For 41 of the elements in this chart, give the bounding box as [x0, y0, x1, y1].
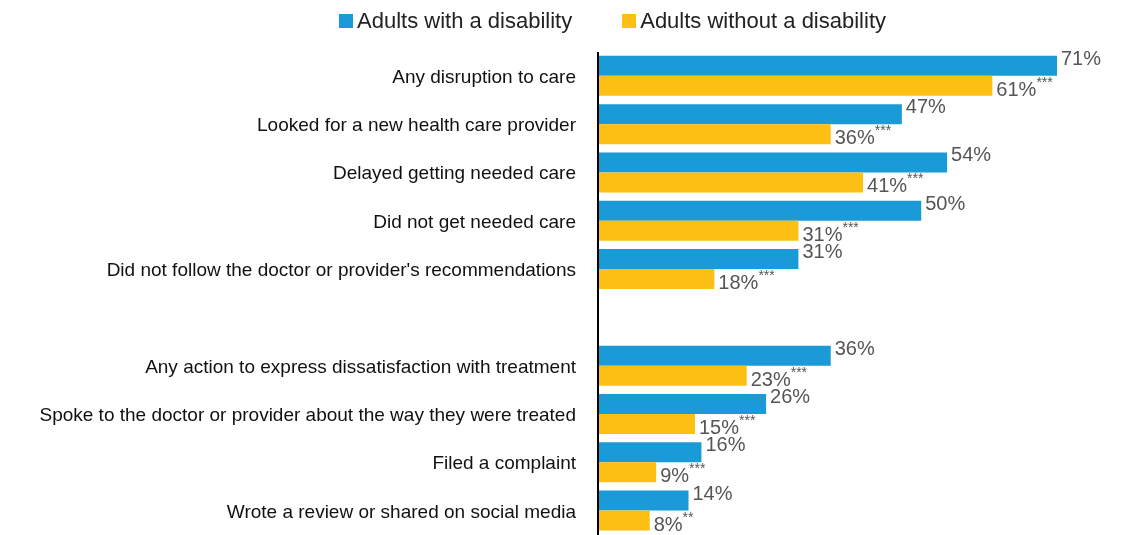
bar [598, 152, 948, 173]
y-tick-label: Delayed getting needed care [333, 162, 576, 184]
data-label: 41%$^{***}$ [867, 170, 924, 197]
bar [598, 55, 1057, 76]
bar [598, 365, 747, 386]
bar [598, 490, 689, 511]
legend-label: Adults with a disability [356, 8, 573, 34]
y-tick-label: Any disruption to care [392, 65, 576, 87]
bar [598, 269, 715, 290]
bar [598, 393, 767, 414]
legend-label: Adults without a disability [639, 8, 886, 34]
bar [598, 200, 922, 221]
bar [598, 124, 831, 145]
data-label: 50% [925, 192, 966, 215]
bar [598, 249, 799, 270]
y-tick-label: Any action to express dissatisfaction with treatment [145, 355, 577, 377]
bar [598, 442, 702, 463]
bar [598, 345, 831, 366]
data-label: 36%$^{***}$ [834, 121, 892, 149]
y-tick-label: Filed a complaint [432, 452, 577, 474]
bar [598, 510, 650, 531]
bar [598, 104, 902, 125]
bar [598, 172, 864, 193]
data-label: 18%$^{***}$ [718, 266, 776, 294]
y-tick-label: Did not get needed care [373, 210, 576, 232]
data-label: 71% [1061, 47, 1102, 70]
data-label: 54% [951, 143, 992, 166]
data-label: 61%$^{***}$ [996, 73, 1054, 101]
data-label: 16% [705, 433, 746, 456]
data-label: 47% [905, 95, 947, 118]
bar [598, 462, 657, 483]
y-tick-label: Wrote a review or shared on social media [226, 500, 577, 522]
bar [598, 413, 695, 434]
data-label: 36% [834, 336, 875, 359]
data-label: 8%$^{**}$ [653, 508, 695, 535]
y-tick-label: Looked for a new health care provider [257, 114, 577, 136]
y-tick-label: Spoke to the doctor or provider about the way they were treated [39, 403, 576, 425]
bar [598, 220, 799, 241]
data-label: 31% [802, 240, 843, 263]
bar [598, 75, 993, 96]
y-tick-label: Did not follow the doctor or provider's recommendations [106, 259, 576, 281]
